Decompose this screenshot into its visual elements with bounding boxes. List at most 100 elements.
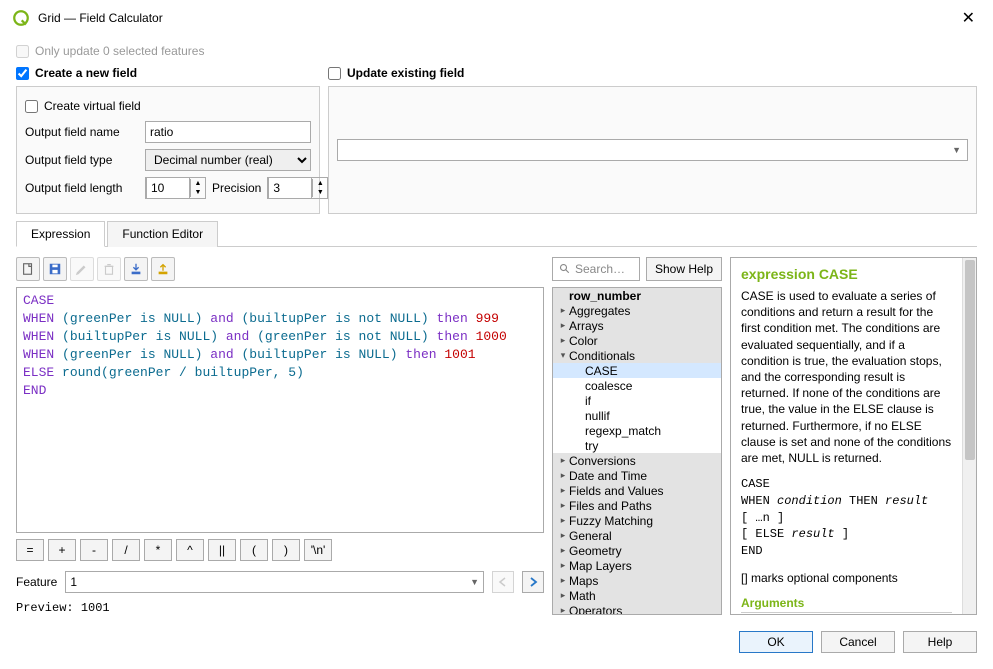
precision-label: Precision — [212, 181, 261, 195]
op-button[interactable]: + — [48, 539, 76, 561]
tree-item[interactable]: coalesce — [553, 378, 721, 393]
create-new-field-heading[interactable]: Create a new field — [16, 66, 320, 80]
feature-select[interactable]: 1▼ — [65, 571, 484, 593]
only-update-selected-label: Only update 0 selected features — [35, 44, 204, 58]
tree-item[interactable]: regexp_match — [553, 423, 721, 438]
tab-expression[interactable]: Expression — [16, 221, 105, 247]
function-tree[interactable]: row_number▸Aggregates▸Arrays▸Color▾Condi… — [552, 287, 722, 615]
precision-input[interactable] — [268, 177, 312, 199]
only-update-selected-checkbox — [16, 45, 29, 58]
feature-next-button[interactable] — [522, 571, 544, 593]
title-bar: Grid — Field Calculator ✕ — [0, 0, 993, 36]
op-button[interactable]: ( — [240, 539, 268, 561]
expression-editor[interactable]: CASE WHEN (greenPer is NULL) and (builtu… — [16, 287, 544, 533]
create-new-field-label: Create a new field — [35, 66, 137, 80]
import-button[interactable] — [124, 257, 148, 281]
cancel-button[interactable]: Cancel — [821, 631, 895, 653]
tree-group[interactable]: ▾Conditionals — [553, 348, 721, 363]
length-up-icon[interactable]: ▲ — [191, 179, 205, 188]
tree-group[interactable]: ▸Fields and Values — [553, 483, 721, 498]
show-help-button[interactable]: Show Help — [646, 257, 722, 281]
op-button[interactable]: = — [16, 539, 44, 561]
expression-toolbar — [16, 257, 544, 281]
update-existing-field-checkbox[interactable] — [328, 67, 341, 80]
update-existing-field-heading[interactable]: Update existing field — [328, 66, 977, 80]
output-field-length-input[interactable] — [146, 177, 190, 199]
op-button[interactable]: - — [80, 539, 108, 561]
output-field-length-spin[interactable]: ▲▼ — [145, 177, 206, 199]
op-button[interactable]: || — [208, 539, 236, 561]
tree-group[interactable]: ▸Conversions — [553, 453, 721, 468]
help-panel: expression CASE CASE is used to evaluate… — [730, 257, 977, 615]
update-existing-field-label: Update existing field — [347, 66, 464, 80]
help-button[interactable]: Help — [903, 631, 977, 653]
tree-item[interactable]: if — [553, 393, 721, 408]
create-new-field-checkbox[interactable] — [16, 67, 29, 80]
create-field-panel: Create virtual field Output field name O… — [16, 86, 320, 214]
new-file-button[interactable] — [16, 257, 40, 281]
output-field-type-select[interactable]: Decimal number (real) — [145, 149, 311, 171]
only-update-selected-row: Only update 0 selected features — [16, 44, 977, 58]
search-icon — [559, 263, 571, 275]
output-field-length-label: Output field length — [25, 181, 139, 195]
tree-group[interactable]: ▸Operators — [553, 603, 721, 615]
output-field-name-input[interactable] — [145, 121, 311, 143]
tree-group[interactable]: ▸Color — [553, 333, 721, 348]
tree-group[interactable]: ▸Fuzzy Matching — [553, 513, 721, 528]
tree-item[interactable]: try — [553, 438, 721, 453]
tree-item[interactable]: CASE — [553, 363, 721, 378]
help-note: [] marks optional components — [741, 570, 952, 586]
ok-button[interactable]: OK — [739, 631, 813, 653]
help-scrollbar[interactable] — [962, 258, 976, 614]
help-args-heading: Arguments — [741, 596, 952, 613]
export-button[interactable] — [151, 257, 175, 281]
close-icon[interactable]: ✕ — [956, 8, 981, 28]
op-button[interactable]: * — [144, 539, 172, 561]
op-button[interactable]: '\n' — [304, 539, 332, 561]
tree-group[interactable]: ▸Map Layers — [553, 558, 721, 573]
op-button[interactable]: ^ — [176, 539, 204, 561]
operator-buttons: =+-/*^||()'\n' — [16, 539, 544, 561]
preview-value: 1001 — [81, 601, 110, 615]
feature-prev-button — [492, 571, 514, 593]
length-down-icon[interactable]: ▼ — [191, 188, 205, 197]
tree-header: row_number — [553, 288, 721, 303]
precision-down-icon[interactable]: ▼ — [313, 188, 327, 197]
tree-group[interactable]: ▸Maps — [553, 573, 721, 588]
edit-button — [70, 257, 94, 281]
save-button[interactable] — [43, 257, 67, 281]
precision-up-icon[interactable]: ▲ — [313, 179, 327, 188]
feature-label: Feature — [16, 575, 57, 589]
tree-group[interactable]: ▸Aggregates — [553, 303, 721, 318]
tree-group[interactable]: ▸General — [553, 528, 721, 543]
tree-item[interactable]: nullif — [553, 408, 721, 423]
tree-group[interactable]: ▸Math — [553, 588, 721, 603]
help-syntax: CASE WHEN condition THEN result [ …n ] [… — [741, 476, 952, 560]
tree-group[interactable]: ▸Date and Time — [553, 468, 721, 483]
dialog-buttons: OK Cancel Help — [0, 615, 993, 669]
output-field-name-label: Output field name — [25, 125, 139, 139]
preview-label: Preview: — [16, 601, 74, 615]
op-button[interactable]: / — [112, 539, 140, 561]
output-field-type-label: Output field type — [25, 153, 139, 167]
help-title: expression CASE — [741, 266, 952, 282]
help-body: CASE is used to evaluate a series of con… — [741, 288, 952, 466]
tab-function-editor[interactable]: Function Editor — [107, 221, 218, 247]
tree-group[interactable]: ▸Geometry — [553, 543, 721, 558]
window-title: Grid — Field Calculator — [38, 11, 956, 25]
tree-group[interactable]: ▸Arrays — [553, 318, 721, 333]
op-button[interactable]: ) — [272, 539, 300, 561]
update-field-select[interactable]: ▼ — [337, 139, 968, 161]
virtual-field-row[interactable]: Create virtual field — [25, 99, 311, 113]
function-search-input[interactable]: Search… — [552, 257, 640, 281]
precision-spin[interactable]: ▲▼ — [267, 177, 328, 199]
dropdown-arrow-icon: ▼ — [952, 145, 961, 155]
preview-row: Preview: 1001 — [16, 601, 544, 615]
qgis-logo-icon — [12, 9, 30, 27]
dropdown-arrow-icon: ▼ — [470, 577, 479, 587]
delete-button — [97, 257, 121, 281]
virtual-field-checkbox[interactable] — [25, 100, 38, 113]
tree-group[interactable]: ▸Files and Paths — [553, 498, 721, 513]
tabs: Expression Function Editor — [16, 220, 977, 247]
virtual-field-label: Create virtual field — [44, 99, 141, 113]
